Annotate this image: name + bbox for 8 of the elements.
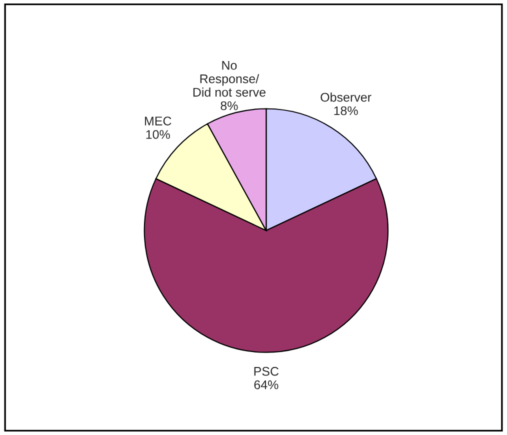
slice-label: Observer (320, 92, 372, 102)
data-label: 8% (220, 101, 238, 110)
data-label: 10% (146, 130, 170, 139)
slice-label: No Response/ Did not serve (193, 61, 266, 97)
slice-label: MEC (144, 116, 172, 126)
slice-label: PSC (254, 366, 279, 376)
data-label: 18% (334, 106, 358, 116)
data-label: 64% (254, 380, 278, 390)
